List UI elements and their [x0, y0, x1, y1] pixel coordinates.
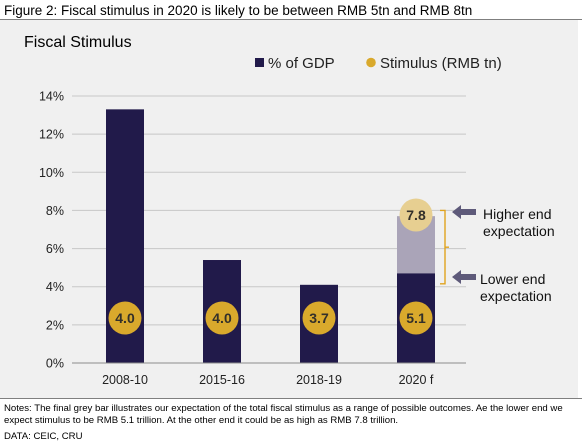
lower-end-label-line2: expectation: [480, 288, 552, 304]
chart-notes: Notes: The final grey bar illustrates ou…: [4, 403, 563, 426]
axes: 0% 2% 4% 6% 8% 10% 12% 14% 2008-10 2015-16 2018-19…: [39, 90, 466, 387]
chart-panel: [0, 20, 578, 398]
top-rule: [0, 19, 582, 20]
x-tick-label: 2018-19: [296, 373, 342, 387]
x-tick-label: 2015-16: [199, 373, 245, 387]
y-tick-label: 2%: [46, 318, 64, 332]
fiscal-stimulus-chart: 4.0 4.0 3.7 5.1 7.8 0% 2% 4% 6% 8% 10% 12% 14% 2008-…: [39, 55, 555, 387]
stimulus-data-label: 5.1: [406, 310, 426, 326]
stimulus-bubbles: 4.0 4.0 3.7 5.1 7.8: [108, 198, 433, 335]
stimulus-data-label: 4.0: [212, 310, 232, 326]
legend: % of GDP Stimulus (RMB tn): [255, 55, 502, 72]
range-annotations: Higher end expectation Lower end expecta…: [440, 205, 555, 304]
stimulus-bubble: [399, 301, 433, 335]
y-tick-label: 0%: [46, 357, 64, 371]
legend-label-gdp: % of GDP: [268, 55, 335, 72]
lower-end-label-line1: Lower end: [480, 271, 545, 287]
stimulus-bubble-high: [399, 198, 433, 232]
stimulus-data-label-high: 7.8: [406, 207, 426, 223]
x-tick-label: 2020 f: [399, 373, 434, 387]
x-tick-label: 2008-10: [102, 373, 148, 387]
higher-end-arrow: [452, 205, 476, 219]
range-bracket: [440, 209, 449, 285]
stimulus-bubble: [302, 301, 336, 335]
stimulus-bubble: [205, 301, 239, 335]
legend-swatch-stimulus: [366, 57, 376, 68]
y-tick-label: 4%: [46, 280, 64, 294]
legend-label-stimulus: Stimulus (RMB tn): [380, 55, 502, 72]
data-source: DATA: CEIC, CRU: [4, 431, 83, 442]
stimulus-data-label: 4.0: [115, 310, 135, 326]
y-tick-label: 6%: [46, 242, 64, 256]
y-tick-label: 14%: [39, 90, 64, 104]
lower-end-arrow: [452, 270, 476, 284]
y-tick-label: 8%: [46, 204, 64, 218]
figure-title: Figure 2: Fiscal stimulus in 2020 is lik…: [4, 3, 473, 18]
legend-swatch-gdp: [255, 58, 264, 67]
chart-title: Fiscal Stimulus: [24, 34, 132, 51]
stimulus-bubble: [108, 301, 142, 335]
higher-end-label-line2: expectation: [483, 223, 555, 239]
y-tick-label: 10%: [39, 166, 64, 180]
higher-end-label-line1: Higher end: [483, 206, 552, 222]
stimulus-data-label: 3.7: [309, 310, 329, 326]
bottom-rule: [0, 398, 582, 399]
y-tick-label: 12%: [39, 128, 64, 142]
